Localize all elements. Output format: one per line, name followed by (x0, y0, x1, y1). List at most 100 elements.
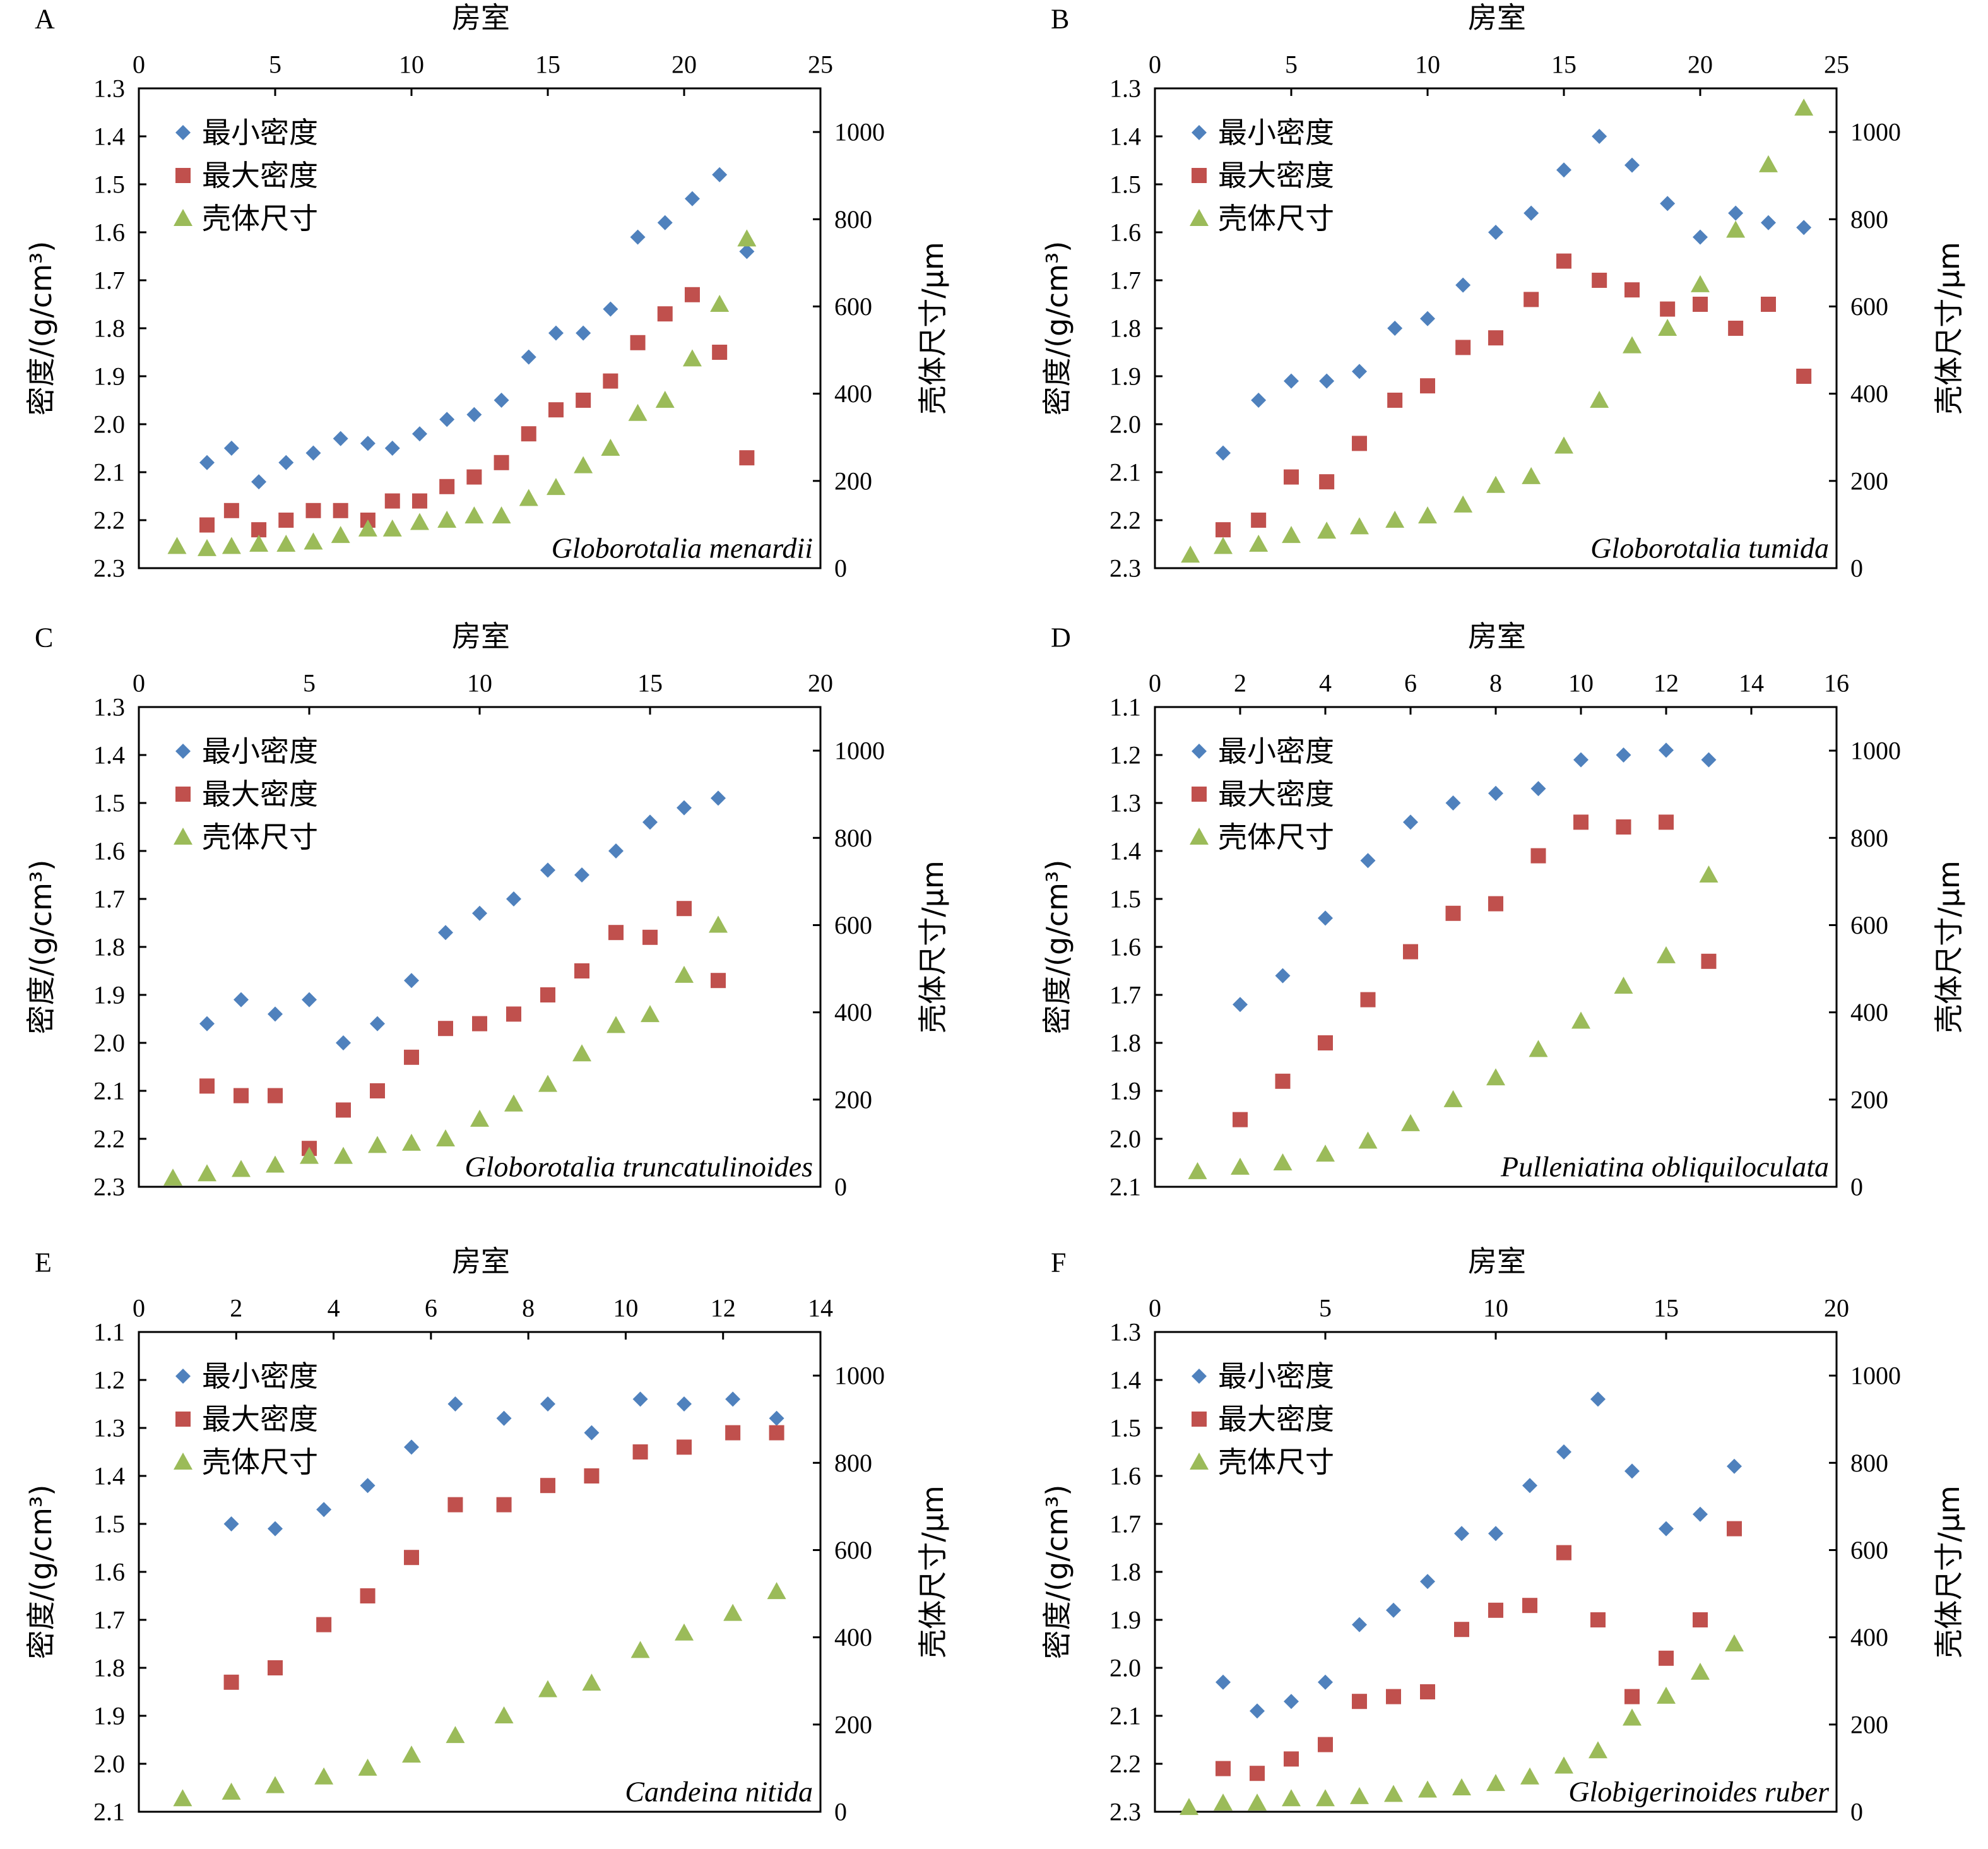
data-point (682, 349, 702, 367)
data-point (198, 1164, 216, 1182)
y-left-tick-label: 1.5 (1109, 170, 1141, 199)
data-point (1316, 1144, 1335, 1162)
data-point (384, 441, 400, 456)
data-point (1214, 537, 1233, 554)
data-point (1403, 814, 1418, 830)
data-point (316, 1502, 332, 1518)
y-left-tick-label: 1.9 (1109, 1606, 1141, 1634)
data-point (1691, 275, 1710, 292)
data-point (494, 455, 509, 470)
x-tick-label: 15 (1654, 1294, 1679, 1323)
y-right-axis-title: 壳体尺寸/μm (1932, 860, 1966, 1033)
y-left-tick-label: 2.1 (1109, 458, 1141, 487)
y-left-tick-label: 1.1 (1109, 693, 1141, 722)
data-point (1455, 277, 1471, 293)
data-point (384, 493, 400, 509)
data-point (1386, 1689, 1401, 1704)
data-point (712, 345, 728, 360)
y-left-tick-label: 2.0 (93, 410, 125, 439)
y-right-tick-label: 0 (834, 554, 847, 583)
y-right-tick-label: 800 (834, 205, 872, 234)
y-right-tick-label: 600 (834, 1536, 872, 1564)
data-point (199, 455, 215, 470)
data-point (1454, 1526, 1469, 1542)
data-point (223, 1516, 239, 1531)
y-left-axis-title: 密度/(g/cm³) (24, 1485, 58, 1660)
legend-marker-square (1192, 168, 1207, 183)
x-tick-label: 14 (808, 1294, 833, 1323)
data-point (1445, 905, 1461, 921)
data-point (1188, 1162, 1207, 1179)
data-point (173, 1789, 192, 1807)
legend-label: 最小密度 (202, 116, 318, 150)
y-right-tick-label: 1000 (834, 737, 885, 765)
data-point (1589, 1741, 1607, 1759)
x-tick-label: 8 (1489, 669, 1502, 698)
legend-marker-triangle (1190, 209, 1209, 226)
data-point (1554, 436, 1573, 454)
chart-panel-e: E 0 2 4 6 8 10 12 14 房室 1.1 1.2 1.3 1.4 1.5 1.6 1.7 1.8 1.… (24, 1244, 950, 1826)
y-left-tick-label: 1.3 (1109, 789, 1141, 817)
data-point (360, 436, 376, 451)
data-point (302, 992, 317, 1008)
data-point (1571, 1011, 1590, 1029)
data-point (276, 535, 296, 552)
series-triangle (1180, 1634, 1744, 1816)
series-diamond (1216, 1391, 1742, 1719)
data-point (494, 393, 509, 408)
data-point (601, 439, 620, 456)
y-left-axis-title: 密度/(g/cm³) (1040, 241, 1074, 416)
data-point (1352, 364, 1367, 379)
y-left-tick-label: 1.7 (1109, 266, 1141, 295)
y-left-tick-label: 1.8 (1109, 1029, 1141, 1057)
data-point (1486, 1068, 1505, 1086)
legend-label: 最大密度 (202, 158, 318, 193)
data-point (1522, 467, 1541, 484)
data-point (657, 306, 673, 322)
data-point (1318, 1737, 1333, 1752)
data-point (1660, 196, 1676, 211)
data-point (304, 532, 323, 550)
data-point (1352, 436, 1367, 451)
data-point (447, 1396, 463, 1412)
data-point (677, 1439, 692, 1455)
data-point (1216, 522, 1231, 538)
data-point (234, 992, 249, 1008)
x-tick-label: 20 (1824, 1294, 1849, 1323)
y-left-tick-label: 1.3 (1109, 1318, 1141, 1347)
x-tick-label: 25 (1824, 51, 1849, 79)
x-tick-label: 4 (1319, 669, 1332, 698)
data-point (1659, 814, 1674, 830)
data-point (1616, 819, 1631, 835)
x-tick-label: 10 (1568, 669, 1594, 698)
data-point (1454, 1622, 1469, 1638)
y-right-tick-label: 800 (834, 824, 872, 852)
x-axis-title: 房室 (452, 619, 510, 653)
y-right-tick-label: 1000 (1850, 118, 1901, 146)
data-point (199, 1016, 215, 1032)
data-point (1282, 526, 1301, 544)
y-right-tick-label: 800 (1850, 205, 1888, 234)
data-point (574, 867, 589, 883)
data-point (1590, 1612, 1606, 1627)
data-point (1623, 1708, 1642, 1726)
x-tick-label: 5 (1319, 1294, 1332, 1323)
series-square (199, 287, 755, 538)
x-tick-label: 0 (133, 51, 145, 79)
data-point (199, 517, 215, 533)
legend-marker-diamond (175, 125, 191, 140)
data-point (1725, 1634, 1744, 1651)
data-point (1418, 506, 1437, 524)
data-point (1660, 301, 1676, 317)
chart-panel-b: B 0 5 10 15 20 25 房室 1.3 1.4 1.5 1.6 1.7 1.8 1.9 2.0 2.1… (1040, 1, 1966, 583)
data-point (223, 441, 239, 456)
data-point (199, 1078, 215, 1094)
data-point (232, 1160, 251, 1177)
data-point (1358, 1131, 1378, 1149)
y-left-axis-title: 密度/(g/cm³) (24, 241, 58, 416)
legend-marker-triangle (174, 1453, 192, 1470)
data-point (439, 479, 455, 494)
x-tick-label: 16 (1824, 669, 1849, 698)
legend-marker-square (175, 1412, 191, 1427)
data-point (402, 1745, 421, 1763)
